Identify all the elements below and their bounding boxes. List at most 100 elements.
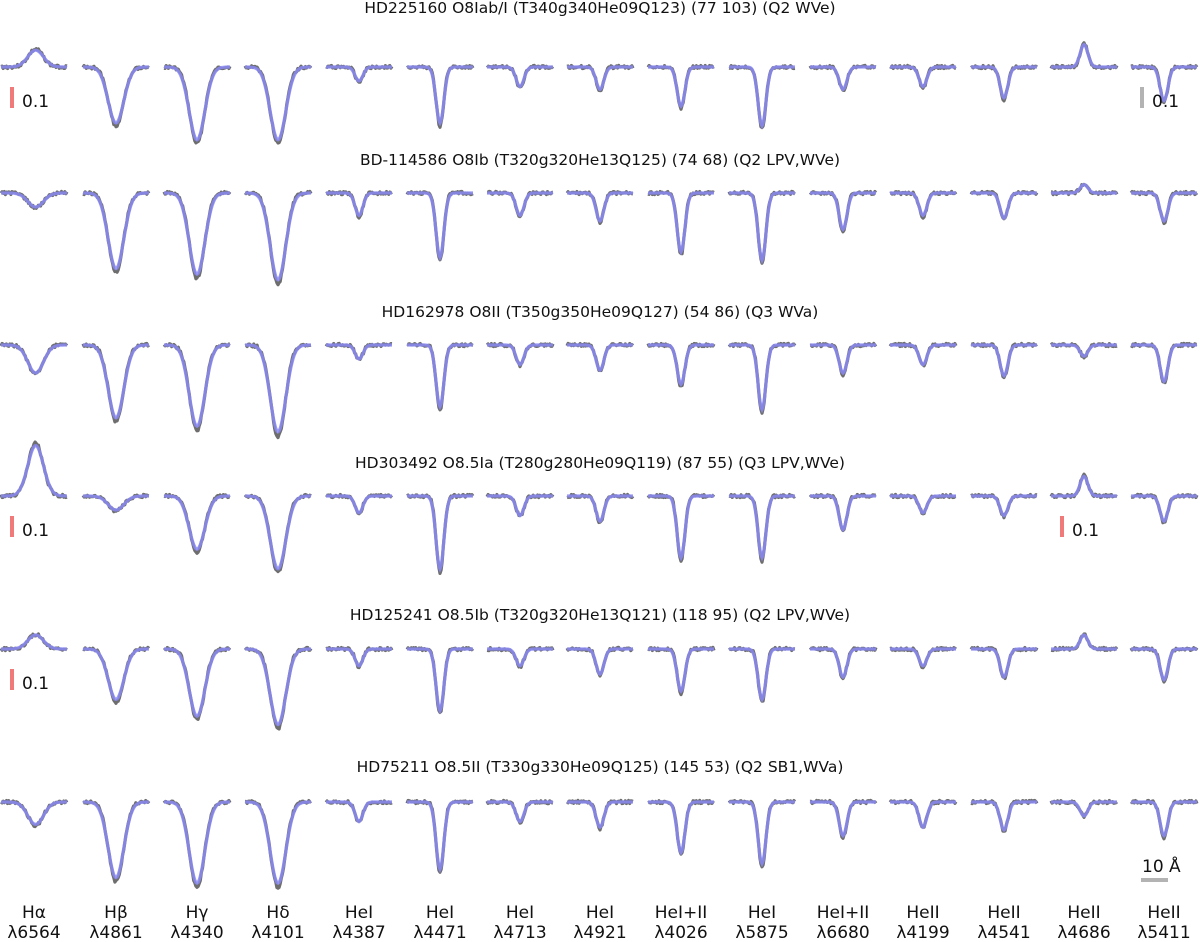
line-profile-panel [0,189,69,210]
observed-spectrum-line [163,63,232,145]
model-spectrum-line [487,343,553,367]
model-spectrum-line [971,191,1037,221]
model-spectrum-line [890,343,956,367]
model-spectrum-line [567,191,633,224]
model-spectrum-line [1131,800,1197,839]
line-profile-panel [1050,182,1119,197]
observed-spectrum-line [0,341,69,376]
observed-spectrum-line [162,342,231,433]
model-spectrum-line [567,800,633,830]
observed-spectrum-line [163,492,231,555]
observed-spectrum-line [808,189,878,234]
line-profile-panel [485,493,555,518]
model-spectrum-line [1051,182,1117,195]
model-spectrum-line [1051,800,1117,818]
observed-spectrum-line [82,798,151,884]
model-spectrum-line [890,494,956,515]
star-row: BD-114586 O8Ib (T320g320He13Q125) (74 68… [0,151,1199,287]
line-profile-panel [888,341,958,368]
model-spectrum-line [1051,474,1117,498]
model-spectrum-line [407,343,473,411]
line-profile-panel [727,799,797,869]
observed-spectrum-line [405,189,474,262]
model-spectrum-line [648,800,714,856]
observed-spectrum-line [82,190,151,274]
star-row-title: HD125241 O8.5Ib (T320g320He13Q121) (118 … [350,606,850,624]
observed-spectrum-line [244,799,312,890]
model-spectrum-line [648,343,714,387]
observed-spectrum-line [243,492,312,574]
model-spectrum-line [245,800,311,886]
line-profile-panel [969,189,1039,221]
line-profile-panel [162,646,232,721]
line-profile-panel [244,799,312,890]
line-wavelength-label: λ4686 [1057,923,1110,942]
line-profile-panel [1130,492,1199,525]
observed-spectrum-line [243,64,313,145]
wavelength-scale-label: 10 Å [1142,855,1181,877]
line-wavelength-label: λ4340 [170,923,223,942]
observed-spectrum-line [82,645,151,705]
observed-spectrum-line [81,63,150,129]
model-spectrum-line [487,647,553,668]
line-profile-panel [727,341,797,415]
observed-spectrum-line [1130,341,1198,385]
line-profile-panel [485,798,554,825]
line-profile-panel [970,341,1038,380]
flux-scale-label: 0.1 [1152,92,1179,112]
model-spectrum-line [729,343,795,414]
model-spectrum-line [83,343,149,420]
line-profile-panel [728,645,796,703]
observed-spectrum-line [970,798,1039,833]
line-wavelength-label: λ5875 [735,923,788,942]
observed-spectrum-line [647,798,715,856]
model-spectrum-line [164,494,230,551]
line-name-label: Hγ [186,903,209,923]
line-name-label: HeII [906,903,939,923]
line-profile-panel [565,341,635,373]
observed-spectrum-line [647,189,715,256]
model-spectrum-line [810,494,876,533]
model-spectrum-line [1131,65,1197,104]
model-spectrum-line [164,647,230,719]
model-spectrum-line [487,65,553,89]
flux-scale-label: 0.1 [22,674,49,694]
line-profile-panel [727,189,796,265]
line-profile-panel [82,190,151,274]
observed-spectrum-line [406,341,474,412]
model-spectrum-line [326,494,392,515]
model-spectrum-line [407,65,473,127]
line-profile-panel [243,492,312,574]
model-spectrum-line [326,800,392,824]
model-spectrum-line [487,494,553,518]
model-spectrum-line [1051,343,1117,358]
observed-spectrum-line [565,341,635,373]
line-profile-panel [889,646,957,670]
line-profile-panel [406,492,475,575]
line-profile-panel [162,799,232,889]
observed-spectrum-line [888,341,958,368]
model-spectrum-line [890,647,956,668]
observed-spectrum-line [81,341,150,424]
observed-spectrum-line [405,798,474,874]
observed-spectrum-line [728,492,796,564]
line-profile-panel [808,63,877,92]
line-profile-panel [406,63,475,129]
star-row: HD162978 O8II (T350g350He09Q127) (54 86)… [0,303,1198,440]
model-spectrum-line [648,65,714,109]
line-profile-panel [405,798,474,874]
model-spectrum-line [407,494,473,574]
line-name-label: HeI+II [655,903,708,923]
line-name-label: Hβ [104,903,128,923]
line-profile-panel [1129,189,1199,226]
observed-spectrum-line [727,341,797,415]
observed-spectrum-line [566,63,635,93]
model-spectrum-line [971,65,1037,101]
model-spectrum-line [1051,42,1117,69]
line-profile-panel [405,646,475,715]
observed-spectrum-line [727,799,797,869]
observed-spectrum-line [970,341,1038,380]
line-profile-panel [82,645,151,705]
flux-scale-label: 0.1 [22,92,49,112]
